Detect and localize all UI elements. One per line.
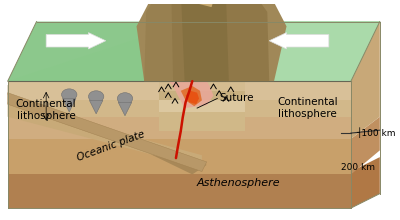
- Polygon shape: [186, 91, 199, 104]
- Polygon shape: [8, 81, 168, 100]
- FancyArrow shape: [269, 33, 329, 49]
- Text: Continental
lithosphere: Continental lithosphere: [277, 97, 338, 119]
- Polygon shape: [90, 100, 103, 114]
- Ellipse shape: [117, 93, 133, 104]
- Polygon shape: [171, 0, 248, 81]
- Polygon shape: [62, 99, 76, 112]
- Polygon shape: [118, 102, 132, 116]
- Polygon shape: [8, 136, 351, 174]
- Polygon shape: [144, 0, 183, 81]
- Polygon shape: [159, 81, 245, 131]
- Polygon shape: [255, 22, 380, 81]
- Polygon shape: [8, 85, 207, 174]
- Text: Continental
lithosphere: Continental lithosphere: [16, 99, 76, 121]
- Polygon shape: [159, 100, 245, 112]
- Polygon shape: [159, 91, 245, 100]
- Polygon shape: [221, 81, 351, 100]
- Polygon shape: [181, 86, 202, 106]
- Polygon shape: [8, 22, 380, 81]
- Text: Suture: Suture: [219, 94, 254, 103]
- Polygon shape: [8, 172, 351, 208]
- Polygon shape: [351, 157, 380, 208]
- Polygon shape: [168, 81, 214, 108]
- Polygon shape: [136, 0, 286, 81]
- Polygon shape: [351, 117, 380, 174]
- Text: ┤100 km: ┤100 km: [356, 128, 395, 138]
- Polygon shape: [8, 102, 202, 168]
- Polygon shape: [8, 93, 207, 172]
- Polygon shape: [226, 0, 269, 81]
- Ellipse shape: [88, 91, 104, 102]
- Text: Oceanic plate: Oceanic plate: [75, 129, 146, 163]
- Polygon shape: [351, 22, 380, 139]
- Polygon shape: [8, 112, 351, 139]
- FancyArrow shape: [46, 33, 106, 49]
- Text: 200 km: 200 km: [341, 163, 375, 172]
- Polygon shape: [159, 81, 245, 91]
- Polygon shape: [221, 81, 351, 117]
- Polygon shape: [190, 0, 219, 7]
- Polygon shape: [250, 22, 380, 81]
- Polygon shape: [181, 0, 229, 81]
- Polygon shape: [8, 81, 168, 117]
- Polygon shape: [8, 22, 190, 81]
- Ellipse shape: [62, 89, 77, 100]
- Text: Asthenosphere: Asthenosphere: [197, 178, 280, 188]
